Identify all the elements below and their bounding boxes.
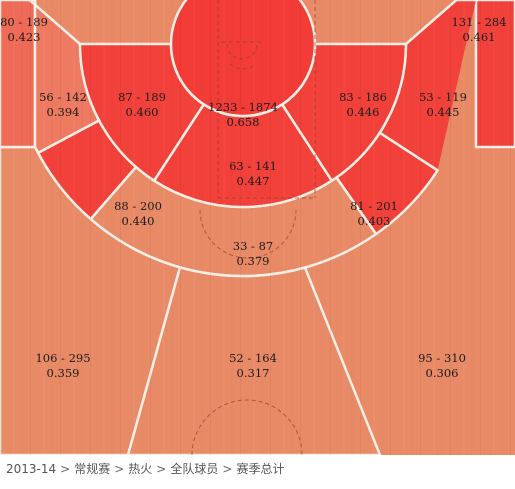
zone-label-percentage: 0.460 <box>126 105 159 119</box>
zone-label-fraction: 80 - 189 <box>0 15 48 29</box>
breadcrumb-players[interactable]: 全队球员 <box>170 462 219 476</box>
zone-label-percentage: 0.306 <box>426 366 459 380</box>
zone-label-fraction: 33 - 87 <box>233 239 273 253</box>
zone-label-fraction: 53 - 119 <box>419 90 467 104</box>
zone-label-fraction: 52 - 164 <box>229 351 277 365</box>
zone-label-fraction: 88 - 200 <box>114 199 162 213</box>
breadcrumb-separator: > <box>114 462 125 476</box>
rim-arc <box>229 63 257 70</box>
breadcrumb: 2013-14 > 常规赛 > 热火 > 全队球员 > 赛季总计 <box>6 459 284 479</box>
center-circle <box>191 399 303 455</box>
zone-label-percentage: 0.403 <box>358 214 391 228</box>
zone-label-percentage: 0.446 <box>347 105 380 119</box>
zone-label-percentage: 0.445 <box>427 105 460 119</box>
breadcrumb-separator: > <box>156 462 167 476</box>
zone-label-fraction: 56 - 142 <box>39 90 87 104</box>
zone-label-percentage: 0.461 <box>463 30 496 44</box>
rim-circle <box>226 43 258 60</box>
zone-label-fraction: 1233 - 1874 <box>208 100 278 114</box>
breadcrumb-separator: > <box>60 462 71 476</box>
zone-label-fraction: 63 - 141 <box>229 159 277 173</box>
zone-label-percentage: 0.447 <box>237 174 270 188</box>
breadcrumb-totals: 赛季总计 <box>236 462 285 476</box>
zone-label-percentage: 0.394 <box>47 105 80 119</box>
zone-label-fraction: 106 - 295 <box>35 351 90 365</box>
zone-label-percentage: 0.658 <box>227 115 260 129</box>
breadcrumb-separator: > <box>222 462 233 476</box>
zone-label-fraction: 83 - 186 <box>339 90 387 104</box>
zone-label-percentage: 0.440 <box>122 214 155 228</box>
zone-label-percentage: 0.379 <box>237 254 270 268</box>
breadcrumb-season-type[interactable]: 常规赛 <box>74 462 111 476</box>
lane-lines <box>217 0 316 199</box>
free-throw-circle <box>199 209 297 259</box>
zone-label-percentage: 0.317 <box>237 366 270 380</box>
zone-label-fraction: 95 - 310 <box>418 351 466 365</box>
zone-label-fraction: 81 - 201 <box>350 199 398 213</box>
zone-label-fraction: 87 - 189 <box>118 90 166 104</box>
zone-label-fraction: 131 - 284 <box>451 15 506 29</box>
breadcrumb-team[interactable]: 热火 <box>128 462 153 476</box>
zone-label-percentage: 0.359 <box>47 366 80 380</box>
zone-label-percentage: 0.423 <box>8 30 41 44</box>
breadcrumb-season[interactable]: 2013-14 <box>6 462 57 476</box>
